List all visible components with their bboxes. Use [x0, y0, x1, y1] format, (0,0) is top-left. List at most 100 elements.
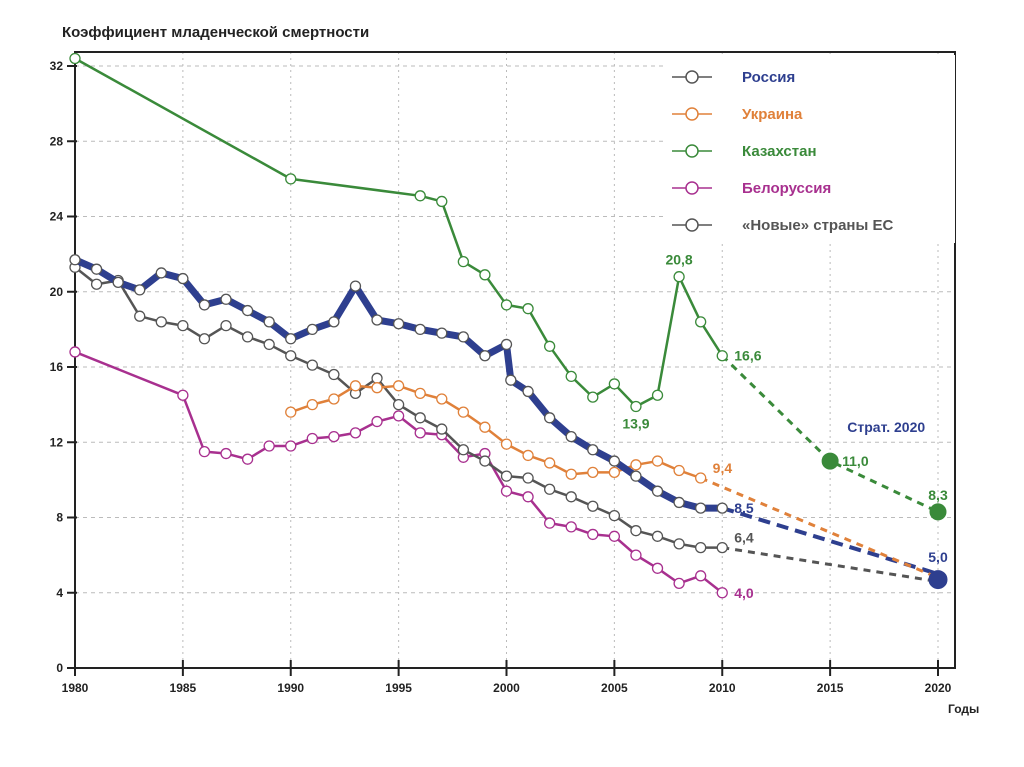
data-point [155, 267, 167, 279]
data-point [565, 468, 577, 480]
data-point [630, 470, 642, 482]
data-point [544, 412, 556, 424]
data-point [608, 455, 621, 467]
data-point [479, 350, 491, 362]
data-point [177, 389, 189, 401]
data-point [651, 485, 664, 497]
data-point [479, 455, 491, 467]
data-point [544, 483, 556, 495]
data-point [522, 491, 534, 503]
data-point [457, 406, 470, 418]
data-label: 11,0 [842, 453, 869, 469]
data-point [306, 398, 318, 411]
tick-label-x: 2020 [925, 681, 952, 695]
series-Казахстан [69, 52, 728, 413]
data-point [263, 440, 275, 452]
tick-label-y: 0 [56, 661, 63, 675]
data-point [522, 472, 534, 484]
data-point [716, 350, 728, 362]
data-point [392, 410, 405, 422]
data-point [371, 372, 383, 384]
data-point [587, 500, 599, 512]
legend-label: Казахстан [742, 143, 817, 160]
target-point [929, 503, 947, 521]
data-point [565, 430, 577, 443]
data-point [241, 331, 254, 343]
data-point [500, 299, 513, 311]
data-point [392, 318, 405, 330]
data-point [630, 525, 642, 537]
projection-line [700, 476, 939, 580]
data-point [673, 464, 685, 477]
tick-label-x: 2005 [601, 681, 628, 695]
data-point [328, 430, 340, 443]
data-point [500, 485, 513, 497]
data-point [371, 382, 383, 394]
series-lines [69, 52, 948, 599]
tick-label-y: 4 [56, 586, 63, 600]
data-point [716, 587, 728, 599]
tick-label-x: 1995 [385, 681, 412, 695]
legend-marker [685, 218, 699, 232]
data-point [112, 276, 124, 288]
data-point [349, 427, 362, 439]
data-point [565, 370, 577, 383]
data-point [500, 470, 513, 482]
chart-title: Коэффициент младенческой смертности [62, 24, 369, 41]
data-point [134, 310, 146, 322]
data-point [608, 466, 621, 479]
tick-label-y: 16 [50, 360, 64, 374]
projection-lines [700, 354, 939, 583]
data-point [220, 319, 232, 332]
data-point [500, 338, 513, 351]
data-point [436, 423, 448, 435]
data-point [673, 577, 685, 589]
projection-line [722, 546, 939, 583]
legend-box [665, 55, 955, 243]
data-point [544, 457, 556, 469]
tick-label-y: 24 [50, 210, 64, 224]
data-point [695, 570, 707, 582]
data-point [651, 389, 664, 401]
data-point [263, 316, 275, 328]
data-point [587, 466, 599, 479]
data-point [651, 455, 664, 467]
data-point [695, 541, 707, 554]
data-point [177, 319, 189, 332]
tick-label-x: 2010 [709, 681, 736, 695]
data-point [505, 374, 517, 386]
data-point [457, 331, 470, 343]
data-point [716, 541, 728, 554]
data-point [414, 387, 426, 399]
data-point [414, 323, 426, 336]
data-point [436, 195, 448, 208]
data-point [651, 562, 664, 574]
legend-label: Россия [742, 69, 795, 86]
tick-label-y: 20 [50, 285, 64, 299]
tick-label-y: 12 [50, 435, 64, 449]
data-point [414, 427, 426, 439]
data-point [285, 440, 297, 452]
data-point [587, 528, 599, 541]
data-point [522, 385, 534, 398]
data-point [69, 52, 81, 65]
target-point [928, 570, 948, 590]
data-point [673, 496, 685, 509]
data-point [220, 447, 232, 460]
data-point [436, 327, 448, 339]
data-point [155, 316, 167, 328]
data-point [392, 380, 405, 392]
data-point [285, 350, 297, 362]
legend-label: Белоруссия [742, 180, 831, 197]
tick-label-x: 2015 [817, 681, 844, 695]
data-point [90, 263, 103, 275]
data-point [436, 393, 448, 405]
data-point [457, 444, 470, 456]
data-point [90, 278, 103, 290]
data-point [306, 323, 318, 336]
data-label: 16,6 [734, 348, 761, 364]
tick-label-x: 1985 [170, 681, 197, 695]
data-point [306, 359, 318, 371]
tick-label-y: 28 [50, 134, 64, 148]
data-point [371, 415, 383, 428]
